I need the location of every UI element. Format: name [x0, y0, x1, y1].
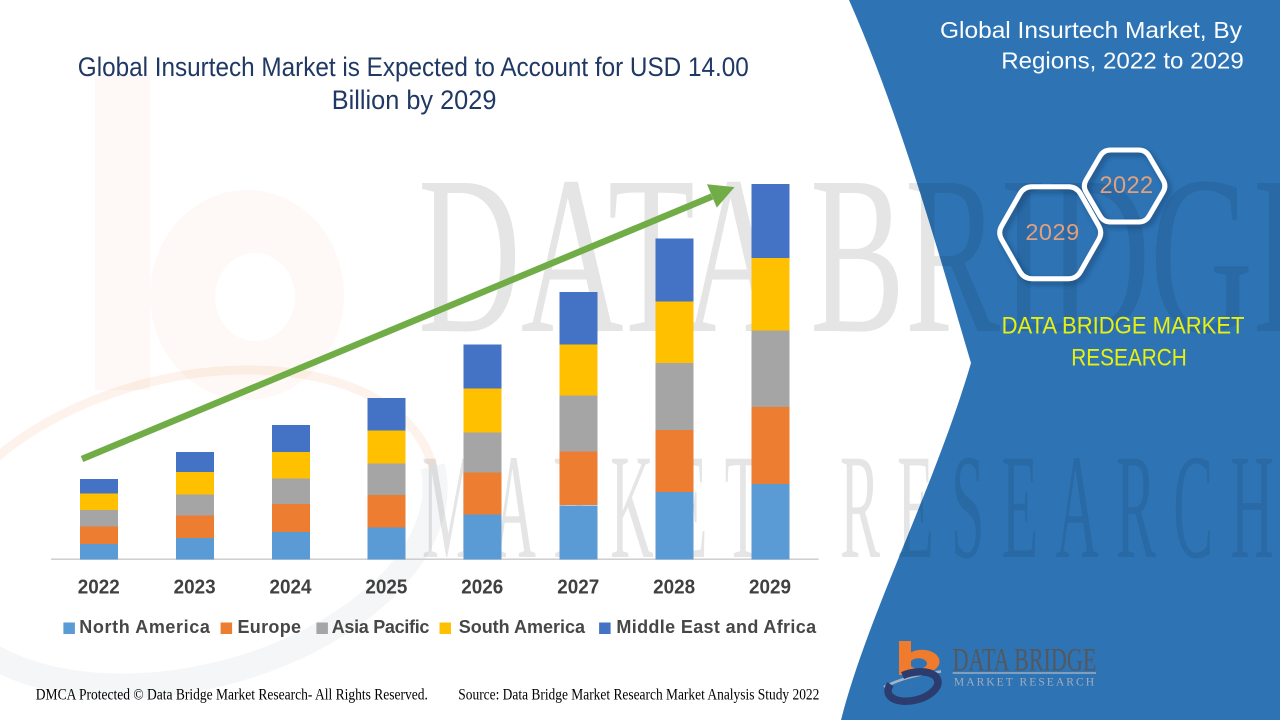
- svg-text:MARKET RESEARCH: MARKET RESEARCH: [954, 676, 1096, 689]
- svg-text:South America: South America: [459, 617, 586, 637]
- svg-text:Asia Pacific: Asia Pacific: [332, 617, 430, 637]
- svg-text:DMCA Protected © Data Bridge M: DMCA Protected © Data Bridge Market Rese…: [36, 686, 428, 703]
- svg-text:2022: 2022: [78, 576, 120, 599]
- svg-text:2029: 2029: [1025, 219, 1079, 245]
- svg-text:2024: 2024: [270, 576, 312, 599]
- svg-text:2028: 2028: [653, 576, 695, 599]
- svg-text:2023: 2023: [174, 576, 216, 599]
- svg-text:Europe: Europe: [238, 617, 302, 637]
- svg-text:RESEARCH: RESEARCH: [1071, 343, 1187, 371]
- svg-text:Middle East and Africa: Middle East and Africa: [616, 617, 817, 637]
- svg-text:Billion by 2029: Billion by 2029: [332, 84, 497, 115]
- svg-text:DATA BRIDGE MARKET: DATA BRIDGE MARKET: [1002, 311, 1245, 338]
- svg-text:2025: 2025: [365, 576, 407, 599]
- svg-text:2029: 2029: [749, 576, 791, 599]
- svg-text:2026: 2026: [461, 576, 503, 599]
- svg-text:2022: 2022: [1099, 173, 1153, 199]
- svg-text:North America: North America: [79, 617, 211, 637]
- svg-text:Regions, 2022 to 2029: Regions, 2022 to 2029: [1001, 48, 1244, 75]
- svg-text:Global Insurtech Market is Exp: Global Insurtech Market is Expected to A…: [78, 53, 749, 82]
- svg-text:DATA: DATA: [418, 130, 786, 380]
- svg-text:Source: Data Bridge Market Res: Source: Data Bridge Market Research Mark…: [458, 686, 819, 703]
- svg-text:Global Insurtech Market, By: Global Insurtech Market, By: [940, 17, 1242, 43]
- svg-text:2027: 2027: [557, 576, 599, 599]
